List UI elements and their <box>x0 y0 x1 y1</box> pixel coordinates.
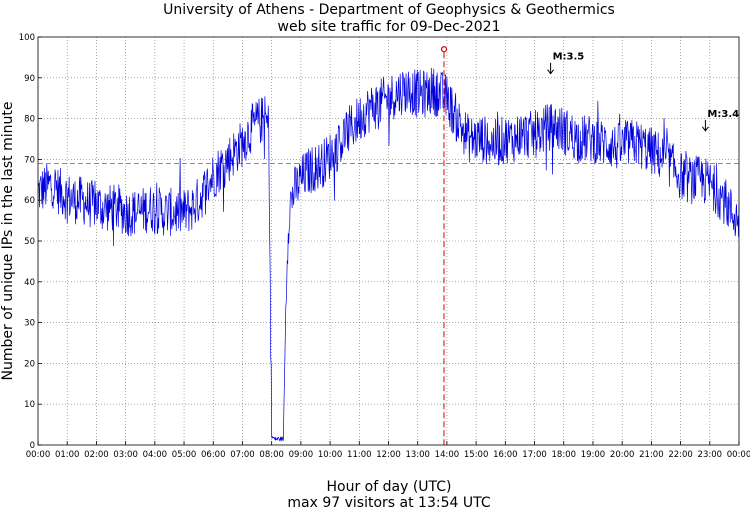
y-tick-label: 80 <box>24 115 35 125</box>
y-tick-label: 10 <box>24 400 35 410</box>
x-tick-label: 11:00 <box>347 450 372 460</box>
x-tick-label: 09:00 <box>289 450 314 460</box>
grid <box>37 36 740 446</box>
x-tick-label: 14:00 <box>435 450 460 460</box>
y-tick-labels: 0 10 20 30 40 50 60 70 80 90 100 <box>19 33 35 451</box>
plot-frame <box>37 36 740 446</box>
x-tick-label: 13:00 <box>405 450 430 460</box>
x-tick-label: 16:00 <box>493 450 518 460</box>
y-tick-label: 30 <box>24 319 35 329</box>
markers: M:3.5 M:3.4 <box>440 46 739 445</box>
y-tick-label: 70 <box>24 155 35 165</box>
x-tick-label: 10:00 <box>318 450 343 460</box>
x-tick-label: 22:00 <box>668 450 693 460</box>
x-tick-label: 01:00 <box>55 450 80 460</box>
x-tick-label: 20:00 <box>610 450 635 460</box>
y-tick-label: 100 <box>19 33 35 43</box>
annotation-arrow-head <box>702 126 709 132</box>
y-tick-label: 60 <box>24 196 35 206</box>
annotation-label: M:3.5 <box>553 52 585 63</box>
y-tick-label: 0 <box>30 441 35 451</box>
x-tick-label: 02:00 <box>84 450 109 460</box>
x-tick-label: 17:00 <box>522 450 547 460</box>
y-tick-label: 90 <box>24 74 35 84</box>
y-tick-label: 20 <box>24 359 35 369</box>
x-axis-label: Hour of day (UTC) <box>327 479 452 495</box>
traffic-series-line <box>37 67 740 442</box>
annotation-arrow-head <box>547 69 555 75</box>
x-tick-label: 12:00 <box>376 450 401 460</box>
chart-caption: max 97 visitors at 13:54 UTC <box>287 495 490 511</box>
x-tick-label: 00:00 <box>26 450 51 460</box>
y-tick-label: 40 <box>24 278 35 288</box>
chart-subtitle: web site traffic for 09-Dec-2021 <box>278 19 501 35</box>
x-tick-label: 03:00 <box>113 450 138 460</box>
x-tick-label: 08:00 <box>259 450 284 460</box>
x-tick-label: 15:00 <box>464 450 489 460</box>
series-layer <box>37 67 740 442</box>
x-tick-label: 18:00 <box>552 450 577 460</box>
x-tick-label: 04:00 <box>143 450 168 460</box>
annotation-label: M:3.4 <box>707 109 739 120</box>
x-tick-label: 00:00 <box>727 450 750 460</box>
chart-title: University of Athens - Department of Geo… <box>163 2 615 18</box>
x-tick-label: 23:00 <box>698 450 723 460</box>
x-tick-label: 19:00 <box>581 450 606 460</box>
x-tick-label: 06:00 <box>201 450 226 460</box>
x-tick-label: 07:00 <box>230 450 255 460</box>
x-tick-labels: 00:00 01:00 02:00 03:00 04:00 05:00 06:00 07:00… <box>26 450 750 460</box>
y-axis-label: Number of unique IPs in the last minute <box>0 102 16 381</box>
y-tick-label: 50 <box>24 237 35 247</box>
x-tick-label: 05:00 <box>172 450 197 460</box>
max-marker <box>440 46 448 53</box>
x-tick-label: 21:00 <box>639 450 664 460</box>
